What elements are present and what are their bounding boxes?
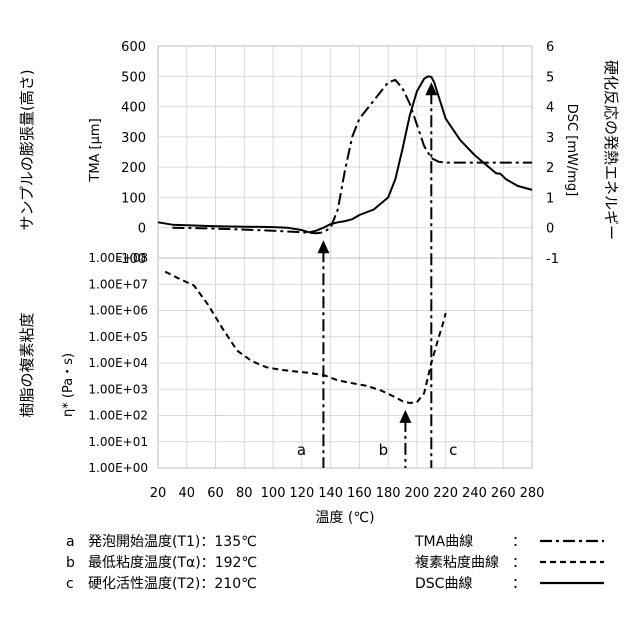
top-right-tick-label: -1 [546, 252, 559, 267]
x-tick-label: 160 [347, 486, 372, 501]
marker-b-arrowhead [399, 410, 411, 423]
bottom-left-tick-label: 1.00E+04 [88, 356, 148, 370]
top-left-tick-label: 300 [121, 131, 146, 146]
legend-tma-colon: ： [512, 534, 526, 550]
top-right-axis-label: DSC [mW/mg] [564, 104, 579, 196]
bottom-left-tick-label: 1.00E+08 [88, 251, 148, 265]
top-left-tick-label: 200 [121, 161, 146, 176]
top-right-tick-label: 0 [546, 222, 554, 237]
x-tick-label: 200 [405, 486, 430, 501]
curve-legend: TMA曲線 ： 複素粘度曲線 ： DSC曲線 ： [414, 534, 604, 592]
top-left-outer-label: サンプルの膨張量(高さ) [18, 69, 36, 230]
bottom-left-tick-label: 1.00E+03 [88, 382, 148, 396]
marker-b-description: 最低粘度温度(Tα)：192℃ [88, 555, 257, 571]
top-left-tick-label: 400 [121, 101, 146, 116]
top-right-tick-label: 2 [546, 161, 554, 176]
top-left-tick-label: 0 [138, 222, 146, 237]
legend-dsc-colon: ： [512, 576, 526, 592]
tick-labels: 20406080100120140160180200220240260280-1… [88, 40, 559, 501]
marker-a-arrowhead [317, 240, 329, 253]
bottom-left-tick-label: 1.00E+00 [88, 461, 148, 475]
bottom-left-tick-label: 1.00E+07 [88, 277, 148, 291]
legend-dsc-label: DSC曲線 [415, 576, 472, 592]
marker-c-letter: c [66, 576, 74, 592]
x-tick-label: 260 [491, 486, 516, 501]
top-left-tick-label: 600 [121, 40, 146, 55]
x-tick-label: 180 [376, 486, 401, 501]
x-tick-label: 20 [150, 486, 167, 501]
marker-c-label: c [449, 441, 457, 459]
complex-viscosity-curve [165, 272, 446, 403]
x-tick-label: 40 [178, 486, 195, 501]
x-tick-label: 140 [318, 486, 343, 501]
top-left-tick-label: 100 [121, 191, 146, 206]
x-tick-label: 80 [236, 486, 253, 501]
top-right-tick-label: 6 [546, 40, 554, 55]
marker-b-label: b [379, 441, 389, 459]
tma-curve [172, 80, 532, 233]
marker-a-letter: a [66, 534, 75, 550]
legend-tma-label: TMA曲線 [414, 534, 473, 550]
x-tick-label: 60 [207, 486, 224, 501]
marker-c-description: 硬化活性温度(T2)：210℃ [88, 576, 257, 592]
marker-b-letter: b [66, 555, 75, 571]
top-right-tick-label: 4 [546, 101, 554, 116]
bottom-left-tick-label: 1.00E+06 [88, 304, 148, 318]
top-right-tick-label: 5 [546, 70, 554, 85]
bottom-left-tick-label: 1.00E+02 [88, 409, 148, 423]
x-tick-label: 280 [520, 486, 545, 501]
top-left-axis-label: TMA [μm] [88, 118, 103, 182]
x-tick-label: 120 [289, 486, 314, 501]
dsc-curve [158, 76, 532, 232]
top-right-tick-label: 1 [546, 191, 554, 206]
bottom-left-axis-label: η* (Pa・s) [61, 353, 76, 417]
bottom-left-tick-label: 1.00E+05 [88, 330, 148, 344]
x-tick-label: 220 [433, 486, 458, 501]
top-right-tick-label: 3 [546, 131, 554, 146]
x-tick-label: 240 [462, 486, 487, 501]
legend-viscosity-label: 複素粘度曲線 [415, 554, 499, 571]
marker-a-description: 発泡開始温度(T1)：135℃ [88, 534, 257, 550]
bottom-left-outer-label: 樹脂の複素粘度 [18, 312, 36, 417]
x-tick-label: 100 [261, 486, 286, 501]
marker-descriptions: a 発泡開始温度(T1)：135℃ b 最低粘度温度(Tα)：192℃ c 硬化… [66, 534, 257, 592]
top-right-outer-label: 硬化反応の発熱エネルギー [602, 60, 620, 240]
x-axis-label: 温度 (℃) [315, 510, 374, 526]
series-layer [158, 76, 532, 403]
marker-a-label: a [297, 441, 306, 459]
top-left-tick-label: 500 [121, 70, 146, 85]
marker-layer: a b c [297, 82, 458, 468]
bottom-left-tick-label: 1.00E+01 [88, 435, 148, 449]
legend-viscosity-colon: ： [512, 555, 526, 571]
grid-layer [158, 46, 532, 468]
